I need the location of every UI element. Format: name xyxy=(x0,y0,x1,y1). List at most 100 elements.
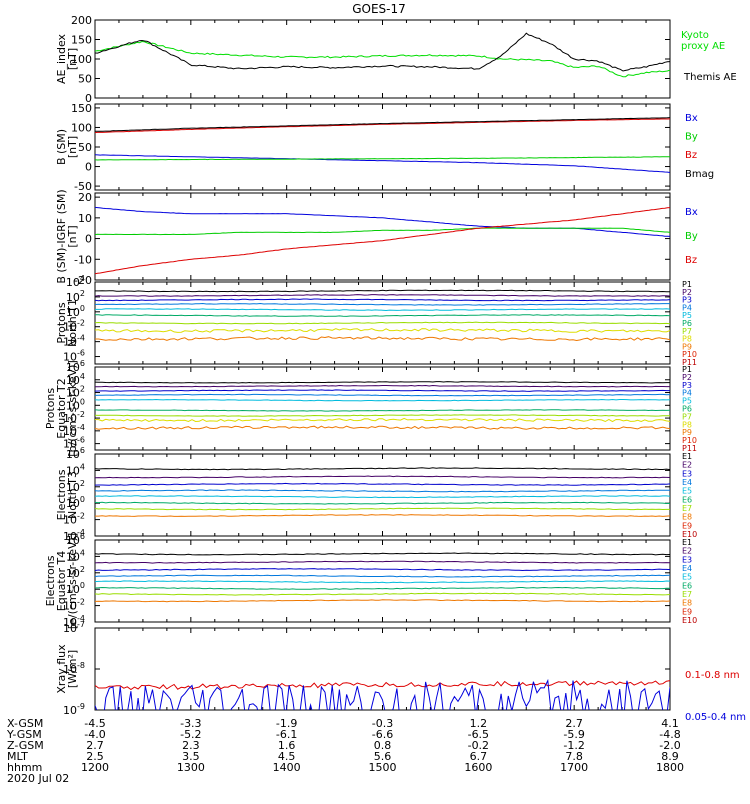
series-line xyxy=(95,409,670,412)
legend-entry: By xyxy=(685,132,698,143)
series-line xyxy=(95,552,670,556)
y-tick-base: 10 xyxy=(66,276,80,289)
legend-entry: 0.1-0.8 nm xyxy=(685,670,740,681)
y-tick-base: 10 xyxy=(63,438,77,451)
series-line xyxy=(95,384,670,388)
series-line xyxy=(95,425,670,430)
y-tick-exponent: 4 xyxy=(80,548,85,557)
y-tick-exponent: -2 xyxy=(77,598,85,607)
orbit-cell: 1800 xyxy=(656,761,684,774)
y-tick-label: 100 xyxy=(66,495,85,510)
orbit-row-label: Y-GSM xyxy=(6,728,42,741)
legend-entry: E3 xyxy=(682,469,692,478)
series-line xyxy=(95,592,670,596)
series-line xyxy=(95,414,670,417)
legend-entry: Themis AE xyxy=(683,72,737,83)
series-group xyxy=(95,552,670,603)
y-axis-label-line: [nT] xyxy=(66,48,79,70)
series-group xyxy=(95,117,670,173)
legend-entry: Bz xyxy=(685,255,697,266)
y-tick-base: 10 xyxy=(63,321,77,334)
legend-entry: Bx xyxy=(685,207,698,218)
series-line xyxy=(95,156,670,161)
y-tick-exponent: -4 xyxy=(77,423,85,432)
series-line xyxy=(95,298,670,302)
legend-entry: Bz xyxy=(685,150,697,161)
series-line xyxy=(95,32,670,72)
legend-entry: P3 xyxy=(682,381,692,390)
y-tick-base: 10 xyxy=(66,464,80,477)
series-line xyxy=(95,314,670,317)
orbit-cell: 0.8 xyxy=(374,739,392,752)
series-line xyxy=(95,417,670,423)
legend-entry: P10 xyxy=(682,350,697,359)
legend-entry: E6 xyxy=(682,495,692,504)
orbit-cell: 4.1 xyxy=(661,717,679,730)
orbit-cell: 3.5 xyxy=(182,750,200,763)
series-line xyxy=(95,678,670,710)
y-tick-base: 10 xyxy=(66,374,80,387)
y-tick-label: -10 xyxy=(74,253,92,266)
legend-entry: E4 xyxy=(682,478,692,487)
legend-entry: P5 xyxy=(682,311,692,320)
y-tick-base: 10 xyxy=(66,306,80,319)
series-line xyxy=(95,489,670,493)
series-group xyxy=(95,289,670,342)
y-axis-label-line: Electrons xyxy=(55,469,68,520)
orbit-cell: -0.3 xyxy=(372,717,393,730)
legend-entry: E9 xyxy=(682,607,692,616)
y-tick-label: 104 xyxy=(66,274,85,289)
y-tick-label: 10-2 xyxy=(63,598,85,613)
orbit-cell: 1400 xyxy=(273,761,301,774)
y-tick-label: 100 xyxy=(66,304,85,319)
orbit-cell: -6.5 xyxy=(468,728,489,741)
y-tick-exponent: 2 xyxy=(80,479,85,488)
series-line xyxy=(95,475,670,479)
y-tick-base: 10 xyxy=(66,534,80,547)
orbit-cell: -1.2 xyxy=(563,739,584,752)
y-tick-base: 10 xyxy=(66,399,80,412)
orbit-cell: 8.9 xyxy=(661,750,679,763)
orbit-cell: 4.5 xyxy=(278,750,296,763)
legend-entry: P11 xyxy=(682,444,697,453)
legend-entry: P11 xyxy=(682,358,697,367)
y-tick-exponent: 2 xyxy=(80,289,85,298)
series-line xyxy=(95,560,670,564)
orbit-cell: -4.8 xyxy=(659,728,680,741)
legend-entry: P3 xyxy=(682,296,692,305)
y-tick-label: 106 xyxy=(66,446,85,461)
legend-entry: By xyxy=(685,231,698,242)
y-tick-label: 200 xyxy=(71,14,92,27)
orbit-row-label: Z-GSM xyxy=(7,739,44,752)
y-tick-label: 10-8 xyxy=(63,661,85,676)
legend-entry: proxy AE xyxy=(681,41,725,52)
orbit-cell: -1.9 xyxy=(276,717,297,730)
y-tick-label: 20 xyxy=(78,191,92,204)
series-line xyxy=(95,389,670,392)
y-axis-label: B (SM)[nT] xyxy=(55,129,79,165)
orbit-cell: 1500 xyxy=(369,761,397,774)
legend-entry: E9 xyxy=(682,521,692,530)
y-tick-label: 100 xyxy=(66,397,85,412)
series-line xyxy=(95,381,670,384)
legend: Bx By Bz Bmag xyxy=(685,113,714,180)
panel-frame xyxy=(94,453,671,537)
y-tick-label: 10-4 xyxy=(63,614,85,629)
y-tick-label: -20 xyxy=(74,274,92,287)
y-tick-base: 10 xyxy=(66,291,80,304)
y-tick-exponent: -6 xyxy=(77,436,85,445)
y-tick-exponent: 6 xyxy=(80,532,85,541)
series-line xyxy=(95,294,670,297)
legend-entry: P10 xyxy=(682,436,697,445)
y-axis-label-line: Equator T4 xyxy=(55,551,68,611)
y-tick-label: 106 xyxy=(66,532,85,547)
orbit-cell: 2.5 xyxy=(86,750,104,763)
y-tick-label: 102 xyxy=(66,289,85,304)
y-axis-label-line: B (SM) xyxy=(55,129,68,165)
y-tick-label: 10-7 xyxy=(63,620,85,635)
orbit-row-label: hhmm xyxy=(7,761,42,774)
